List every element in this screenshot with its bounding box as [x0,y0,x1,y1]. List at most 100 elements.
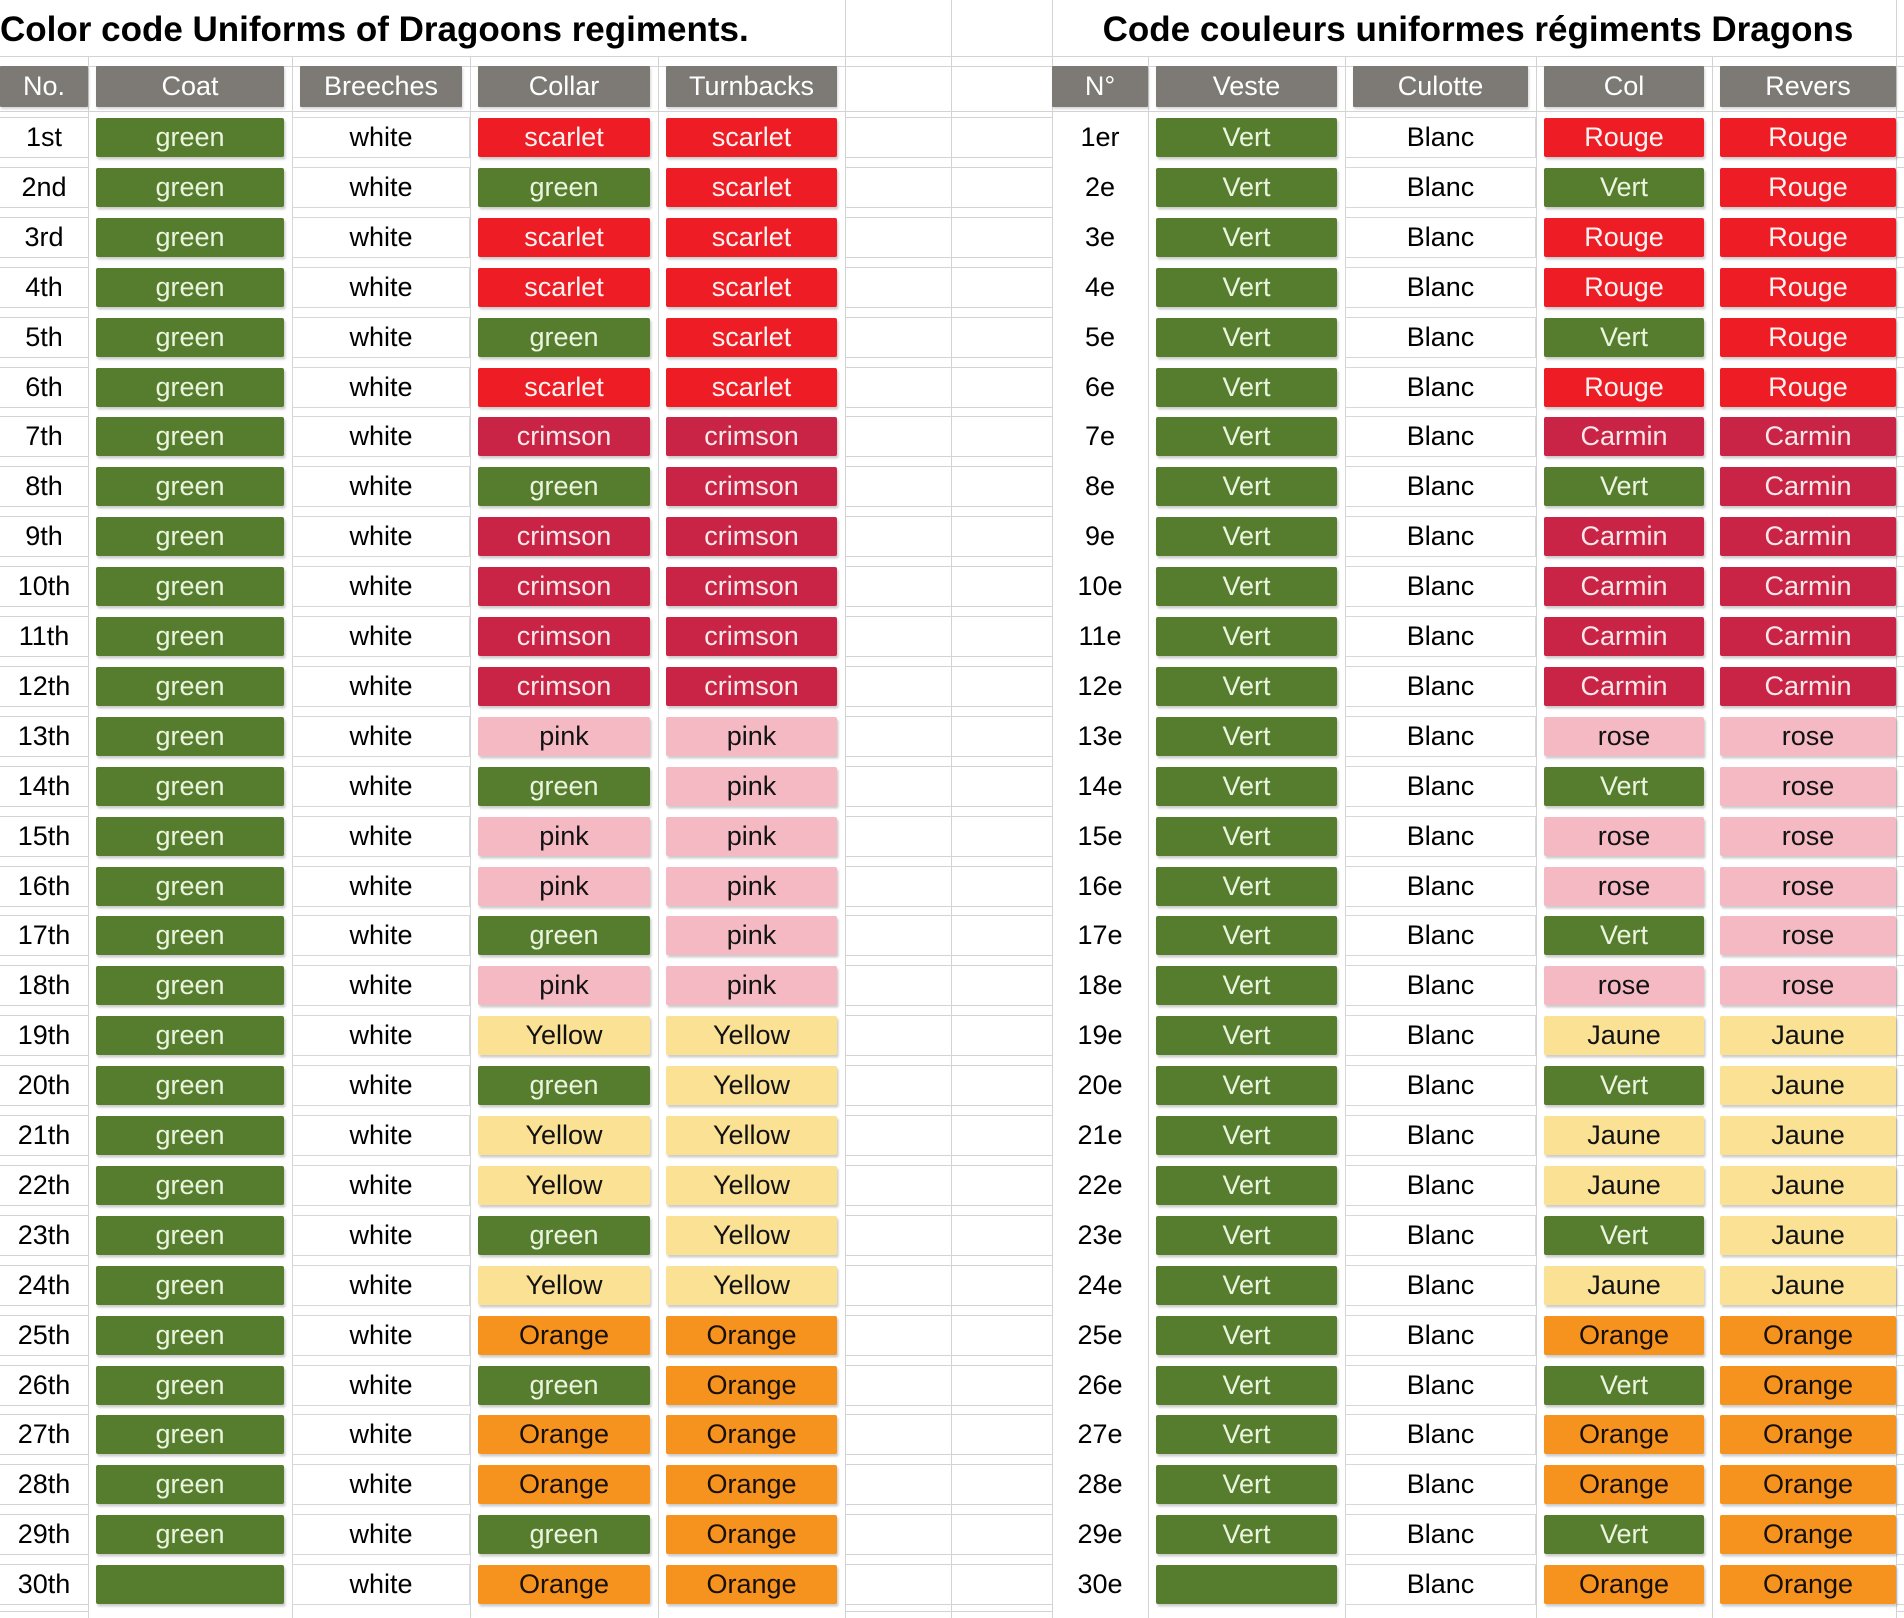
gridline-horizontal [1896,1611,1904,1612]
row-label-no: 24th [17,1270,71,1300]
row-label-numero: 9e [1084,521,1116,551]
cell-collar: green [478,1216,650,1255]
cell-revers: Jaune [1720,1016,1896,1055]
row-label-numero: 1er [1080,122,1120,152]
cell-culotte: Blanc [1345,117,1536,158]
cell-collar: green [478,168,650,207]
gridline-horizontal [1896,207,1904,208]
cell-veste: Vert [1156,1415,1337,1454]
gridline-horizontal [845,666,1052,667]
cell-col: Orange [1544,1316,1704,1355]
gridline-horizontal [0,756,88,757]
cell-culotte: Blanc [1345,1564,1536,1605]
row-label-numero: 22e [1077,1170,1123,1200]
gridline-horizontal [845,1514,1052,1515]
cell-breeches: white [292,915,470,956]
cell-breeches: white [292,1165,470,1206]
gridline-horizontal [845,955,1052,956]
gridline-horizontal [0,1155,88,1156]
cell-turnbacks: crimson [666,617,837,656]
column-header-breeches: Breeches [300,66,462,107]
cell-breeches: white [292,217,470,258]
cell-culotte: Blanc [1345,1215,1536,1256]
cell-culotte: Blanc [1345,1514,1536,1555]
gridline-horizontal [845,1454,1052,1455]
row-label-no: 4th [25,272,63,302]
cell-collar: scarlet [478,118,650,157]
column-header-numero: N° [1052,66,1148,107]
cell-collar: Yellow [478,1266,650,1305]
cell-turnbacks: pink [666,867,837,906]
row-label-numero: 14e [1077,771,1123,801]
cell-col: Vert [1544,168,1704,207]
gridline-horizontal [0,111,1904,112]
gridline-horizontal [1896,367,1904,368]
cell-col: Jaune [1544,1266,1704,1305]
gridline-horizontal [0,307,88,308]
cell-culotte: Blanc [1345,1115,1536,1156]
gridline-horizontal [0,1414,88,1415]
row-label-numero: 19e [1077,1020,1123,1050]
gridline-horizontal [0,1611,88,1612]
gridline-horizontal [1896,955,1904,956]
gridline-horizontal [845,556,1052,557]
cell-col: Carmin [1544,417,1704,456]
gridline-horizontal [0,556,88,557]
cell-culotte: Blanc [1345,816,1536,857]
gridline-horizontal [1896,1065,1904,1066]
gridline-horizontal [845,866,1052,867]
gridline-horizontal [1896,1355,1904,1356]
cell-veste: Vert [1156,118,1337,157]
column-header-no: No. [0,66,88,107]
gridline-horizontal [1896,816,1904,817]
cell-veste: Vert [1156,916,1337,955]
cell-coat: green [96,1366,284,1405]
cell-turnbacks: Orange [666,1415,837,1454]
cell-breeches: white [292,965,470,1006]
gridline-horizontal [1896,1055,1904,1056]
gridline-horizontal [845,416,1052,417]
gridline-horizontal [1896,357,1904,358]
gridline-horizontal [0,466,88,467]
gridline-horizontal [845,1414,1052,1415]
cell-collar: pink [478,717,650,756]
cell-collar: Orange [478,1316,650,1355]
cell-breeches: white [292,1115,470,1156]
cell-culotte: Blanc [1345,167,1536,208]
gridline-horizontal [845,1265,1052,1266]
cell-revers: Carmin [1720,467,1896,506]
cell-collar: crimson [478,417,650,456]
cell-coat: green [96,467,284,506]
gridline-horizontal [1896,1115,1904,1116]
gridline-horizontal [1896,167,1904,168]
row-label-numero: 28e [1077,1469,1123,1499]
gridline-horizontal [845,1315,1052,1316]
row-label-numero: 11e [1078,621,1122,651]
row-label-numero: 24e [1077,1270,1123,1300]
cell-culotte: Blanc [1345,616,1536,657]
gridline-horizontal [1896,1514,1904,1515]
gridline-horizontal [1896,157,1904,158]
cell-culotte: Blanc [1345,1414,1536,1455]
gridline-horizontal [1896,1464,1904,1465]
gridline-horizontal [0,1355,88,1356]
gridline-horizontal [845,766,1052,767]
gridline-horizontal [845,1155,1052,1156]
gridline-horizontal [1896,616,1904,617]
gridline-horizontal [1896,466,1904,467]
cell-veste: Vert [1156,617,1337,656]
cell-coat: green [96,417,284,456]
gridline-horizontal [0,56,1904,57]
cell-culotte: Blanc [1345,716,1536,757]
cell-coat: green [96,867,284,906]
cell-turnbacks: scarlet [666,168,837,207]
cell-coat: green [96,966,284,1005]
cell-veste: Vert [1156,517,1337,556]
row-label-no: 19th [17,1020,71,1050]
column-header-veste: Veste [1156,66,1337,107]
gridline-horizontal [1896,1305,1904,1306]
cell-breeches: white [292,1215,470,1256]
row-label-no: 6th [25,372,63,402]
gridline-horizontal [845,1115,1052,1116]
gridline-horizontal [845,157,1052,158]
